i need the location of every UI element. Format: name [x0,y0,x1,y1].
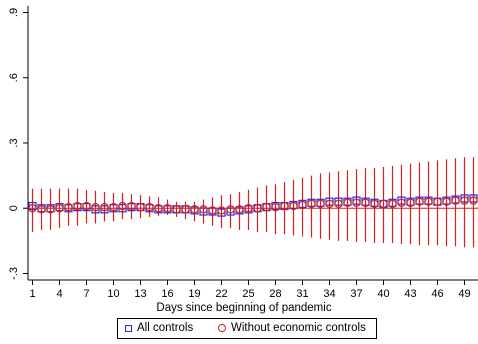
point-without-economic-controls [424,197,433,206]
x-tick-label: 31 [296,288,308,300]
point-without-economic-controls [307,199,316,209]
point-without-economic-controls [352,198,361,208]
legend: All controls Without economic controls [117,318,377,339]
y-tick-label: .3 [8,138,20,147]
point-without-economic-controls [226,205,235,214]
point-without-economic-controls [334,199,343,209]
point-without-economic-controls [37,205,46,214]
x-tick-label: 34 [323,288,335,300]
point-without-economic-controls [280,201,289,211]
point-without-economic-controls [154,204,163,213]
x-tick-label: 37 [350,288,362,300]
point-without-economic-controls [136,202,145,212]
point-without-economic-controls [73,201,82,211]
point-without-economic-controls [82,201,91,211]
point-without-economic-controls [253,204,262,213]
point-without-economic-controls [469,196,478,205]
point-without-economic-controls [406,198,415,208]
point-without-economic-controls [64,202,73,212]
x-tick-label: 7 [83,288,89,300]
point-without-economic-controls [28,204,37,213]
y-tick-label: .9 [8,8,20,17]
point-without-economic-controls [190,205,199,214]
y-tick-label: 0 [8,205,20,211]
y-tick-label: .6 [8,73,20,82]
x-axis-title: Days since beginning of pandemic [156,302,331,314]
point-without-economic-controls [109,202,118,212]
point-without-economic-controls [397,198,406,208]
series-without-economic-controls [28,196,478,215]
series-all-controls [28,194,478,217]
x-tick-label: 22 [215,288,227,300]
legend-label-all-controls: All controls [137,322,194,334]
x-tick-label: 10 [107,288,119,300]
point-without-economic-controls [145,202,154,212]
point-without-economic-controls [451,196,460,205]
x-tick-label: 4 [56,288,62,300]
x-tick-label: 1 [29,288,35,300]
x-tick-label: 13 [134,288,146,300]
point-without-economic-controls [262,202,271,212]
x-tick-label: 28 [269,288,281,300]
point-without-economic-controls [442,197,451,206]
point-without-economic-controls [379,199,388,209]
chart-axes [23,6,478,285]
point-without-economic-controls [172,205,181,214]
point-without-economic-controls [460,196,469,205]
circle-marker-icon [218,324,226,332]
point-without-economic-controls [118,201,127,211]
square-marker-icon [125,324,132,332]
point-without-economic-controls [271,202,280,212]
x-tick-label: 16 [161,288,173,300]
point-without-economic-controls [46,205,55,214]
point-without-economic-controls [235,205,244,214]
x-tick-label: 43 [404,288,416,300]
point-without-economic-controls [361,198,370,208]
point-without-economic-controls [370,199,379,209]
legend-item-without-economic-controls: Without economic controls [218,322,366,334]
x-tick-label: 46 [431,288,443,300]
point-without-economic-controls [343,198,352,208]
x-tick-label: 40 [377,288,389,300]
legend-item-all-controls: All controls [125,322,193,334]
point-without-economic-controls [181,205,190,214]
point-without-economic-controls [217,206,226,215]
point-without-economic-controls [91,202,100,212]
point-without-economic-controls [55,204,64,213]
point-without-economic-controls [325,199,334,209]
point-without-economic-controls [244,204,253,213]
point-without-economic-controls [100,202,109,212]
point-without-economic-controls [289,201,298,211]
legend-label-without-economic-controls: Without economic controls [231,322,366,334]
point-without-economic-controls [127,201,136,211]
point-without-economic-controls [316,199,325,209]
y-tick-label: -.3 [8,267,20,280]
x-tick-label: 19 [188,288,200,300]
point-without-economic-controls [433,197,442,206]
point-without-economic-controls [163,204,172,213]
point-without-economic-controls [199,205,208,214]
point-without-economic-controls [298,200,307,210]
x-tick-label: 49 [458,288,470,300]
point-without-economic-controls [388,199,397,209]
point-without-economic-controls [415,197,424,206]
tick-labels: -.3 0 .3 .6 .9 1 4 7 10 13 16 19 22 25 28 31 34 37 40 43 46 4… [8,8,471,300]
x-tick-label: 25 [242,288,254,300]
point-without-economic-controls [208,206,217,215]
